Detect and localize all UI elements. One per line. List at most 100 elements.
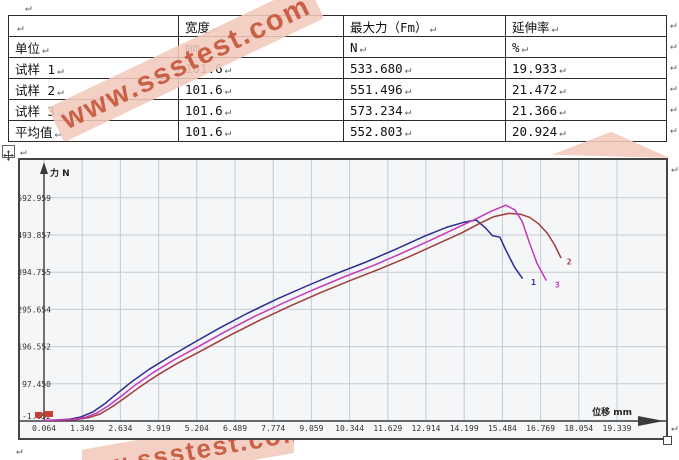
table-cell: 19.933 ↵ xyxy=(505,57,667,79)
paragraph-mark: ↵ xyxy=(670,18,677,31)
table-row: 平均值 ↵ 101.6 ↵ 552.803 ↵ 20.924 ↵ xyxy=(8,120,667,142)
y-axis-title: 力 N xyxy=(50,167,70,179)
move-arrows-icon xyxy=(3,150,14,161)
x-tick-label: 12.914 xyxy=(412,424,441,433)
curve-sample-2 xyxy=(43,212,562,422)
table-row: ↵宽度↵最大力（Fm）↵延伸率↵ xyxy=(8,15,667,37)
cell-text: 552.803 xyxy=(350,123,403,139)
x-tick-label: 7.774 xyxy=(261,424,285,433)
paragraph-mark: ↵ xyxy=(404,83,412,97)
y-tick-label: 97.450 xyxy=(22,380,51,389)
y-tick-label: 592.959 xyxy=(20,194,51,203)
cell-text: 平均值 xyxy=(15,124,53,140)
force-displacement-chart: 0.064 1.349 2.634 3.919 5.204 6.489 7.774 9.059… xyxy=(18,158,668,440)
chart-svg: 0.064 1.349 2.634 3.919 5.204 6.489 7.774 9.059… xyxy=(20,160,666,438)
table-cell: 延伸率 ↵ xyxy=(505,15,667,37)
table-cell: % ↵ xyxy=(505,36,667,58)
table-cell: 21.472 ↵ xyxy=(505,78,667,100)
paragraph-mark: ↵ xyxy=(559,125,566,139)
table-cell: 21.366 ↵ xyxy=(505,99,667,121)
x-tick-label: 0.064 xyxy=(32,424,56,433)
paragraph-mark: ↵ xyxy=(57,84,64,98)
x-tick-label: 9.059 xyxy=(299,424,323,433)
table-cell: 101.6↵ xyxy=(178,120,344,142)
cell-text: 101.6 xyxy=(185,102,223,118)
cell-text: 573.234 xyxy=(350,102,403,118)
cell-text: 单位 xyxy=(15,40,41,56)
paragraph-mark: ↵ xyxy=(559,83,566,97)
cell-text: % xyxy=(512,39,520,55)
table-cell: N ↵ xyxy=(343,36,506,58)
table-cell: 最大力（Fm） ↵ xyxy=(343,15,506,37)
cell-text: 101.6 xyxy=(185,81,223,97)
cell-text: 21.366 xyxy=(512,102,558,118)
cell-text: N xyxy=(350,39,358,55)
x-tick-label: 10.344 xyxy=(335,424,364,433)
paragraph-mark: ↵ xyxy=(57,63,64,77)
paragraph-mark: ↵ xyxy=(54,126,62,140)
cell-text: 试样 2 xyxy=(15,82,56,98)
paragraph-mark: ↵ xyxy=(429,21,437,35)
cell-text: 533.680 xyxy=(350,60,403,76)
paragraph-mark: ↵ xyxy=(551,21,559,35)
table-row: 单位↵mm↵N↵%↵ xyxy=(8,36,667,58)
tick-labels: 0.064 1.349 2.634 3.919 5.204 6.489 7.774 9.059… xyxy=(20,194,632,433)
paragraph-mark: ↵ xyxy=(670,60,677,73)
table-cell: 单位 ↵ xyxy=(8,36,179,58)
gridlines xyxy=(43,160,666,421)
curve-label-3: 3 xyxy=(555,280,560,289)
paragraph-mark: ↵ xyxy=(670,81,677,94)
table-row: 试样 1↵101.6↵533.680↵19.933↵ xyxy=(8,57,667,79)
cell-text: 21.472 xyxy=(512,81,558,97)
paragraph-mark: ↵ xyxy=(670,102,677,115)
curve-label-1: 1 xyxy=(531,278,536,287)
table-cell: 101.6↵ xyxy=(178,99,344,121)
cell-text: 551.496 xyxy=(350,81,403,97)
x-tick-label: 5.204 xyxy=(185,424,209,433)
paragraph-mark: ↵ xyxy=(671,162,678,175)
y-tick-label: 493.857 xyxy=(20,231,51,240)
y-tick-label: 295.654 xyxy=(20,305,51,314)
object-move-handle[interactable] xyxy=(2,145,15,161)
paragraph-mark: ↵ xyxy=(670,123,677,136)
paragraph-mark: ↵ xyxy=(17,20,24,34)
object-resize-handle[interactable] xyxy=(663,436,672,445)
cell-text: 20.924 xyxy=(512,123,558,139)
x-tick-label: 2.634 xyxy=(108,424,132,433)
table-cell: 101.6↵ xyxy=(178,78,344,100)
y-tick-label: 394.755 xyxy=(20,268,51,277)
origin-marker xyxy=(35,411,53,418)
paragraph-mark: ↵ xyxy=(224,83,232,97)
paragraph-mark: ↵ xyxy=(521,41,529,55)
paragraph-mark: ↵ xyxy=(224,62,232,76)
x-tick-label: 11.629 xyxy=(373,424,402,433)
paragraph-mark: ↵ xyxy=(670,39,677,52)
x-tick-label: 14.199 xyxy=(450,424,479,433)
x-axis-title: 位移 mm xyxy=(592,406,632,418)
paragraph-mark: ↵ xyxy=(359,41,367,55)
x-tick-label: 16.769 xyxy=(526,424,555,433)
x-axis-arrow-icon xyxy=(638,416,664,426)
cell-text: 宽度 xyxy=(185,19,211,35)
table-cell: ↵ xyxy=(8,15,179,37)
paragraph-mark: ↵ xyxy=(404,104,412,118)
x-tick-label: 1.349 xyxy=(70,424,94,433)
paragraph-mark: ↵ xyxy=(671,421,678,434)
paragraph-mark: ↵ xyxy=(25,1,32,14)
cell-text: 最大力（Fm） xyxy=(350,19,428,35)
curve-label-2: 2 xyxy=(567,258,572,267)
x-tick-label: 18.054 xyxy=(564,424,593,433)
cell-text: 19.933 xyxy=(512,60,558,76)
y-tick-label: 196.552 xyxy=(20,343,51,352)
paragraph-mark: ↵ xyxy=(559,104,566,118)
paragraph-mark: ↵ xyxy=(559,62,566,76)
cell-text: 延伸率 xyxy=(512,19,550,35)
paragraph-mark: ↵ xyxy=(404,62,412,76)
x-tick-label: 6.489 xyxy=(223,424,247,433)
x-tick-label: 15.484 xyxy=(488,424,517,433)
plot-background xyxy=(20,160,666,438)
x-tick-label: 3.919 xyxy=(147,424,171,433)
cell-text: 101.6 xyxy=(185,123,223,139)
paragraph-mark: ↵ xyxy=(20,145,27,158)
